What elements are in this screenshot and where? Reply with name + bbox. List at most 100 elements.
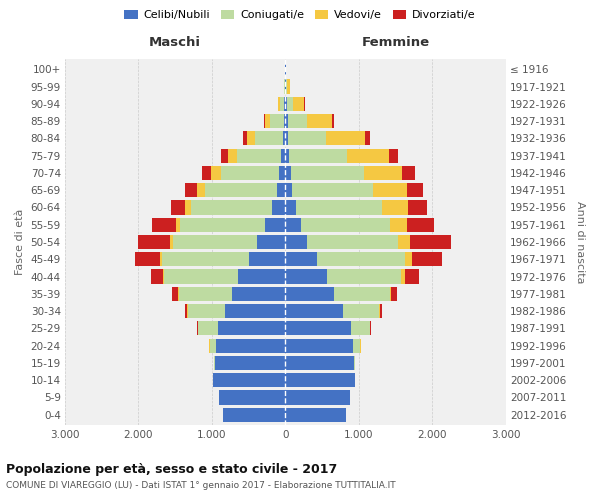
Bar xyxy=(280,166,286,180)
Bar xyxy=(286,270,326,283)
Text: Maschi: Maschi xyxy=(149,36,201,49)
Bar xyxy=(286,218,301,232)
Bar xyxy=(380,304,382,318)
Bar xyxy=(347,148,389,162)
Bar xyxy=(265,218,286,232)
Bar xyxy=(172,200,185,214)
Bar xyxy=(382,200,408,214)
Bar xyxy=(277,183,286,198)
Bar xyxy=(401,270,405,283)
Y-axis label: Fasce di età: Fasce di età xyxy=(15,209,25,275)
Bar xyxy=(389,218,407,232)
Bar xyxy=(286,252,317,266)
Bar xyxy=(185,183,197,198)
Bar xyxy=(263,114,265,128)
Bar xyxy=(286,80,287,94)
Bar xyxy=(152,218,176,232)
Bar xyxy=(181,218,265,232)
Bar xyxy=(185,304,187,318)
Bar xyxy=(223,408,286,422)
Bar xyxy=(410,235,451,249)
Bar xyxy=(373,183,407,198)
Bar xyxy=(407,183,423,198)
Bar xyxy=(287,96,293,111)
Bar xyxy=(225,304,286,318)
Bar xyxy=(286,408,346,422)
Bar xyxy=(289,148,347,162)
Bar xyxy=(162,252,248,266)
Y-axis label: Anni di nascita: Anni di nascita xyxy=(575,201,585,283)
Bar xyxy=(163,270,164,283)
Bar xyxy=(172,287,178,301)
Bar xyxy=(215,338,286,353)
Bar xyxy=(287,80,290,94)
Bar xyxy=(379,304,380,318)
Bar xyxy=(257,235,286,249)
Bar xyxy=(286,235,307,249)
Bar xyxy=(284,114,286,128)
Bar xyxy=(272,200,286,214)
Bar xyxy=(286,183,292,198)
Bar xyxy=(286,356,353,370)
Bar xyxy=(205,183,277,198)
Bar xyxy=(365,132,370,145)
Bar xyxy=(284,80,285,94)
Bar xyxy=(286,390,350,404)
Bar xyxy=(214,373,286,388)
Bar xyxy=(151,270,163,283)
Bar xyxy=(332,114,334,128)
Bar xyxy=(301,218,389,232)
Bar xyxy=(292,183,373,198)
Legend: Celibi/Nubili, Coniugati/e, Vedovi/e, Divorziati/e: Celibi/Nubili, Coniugati/e, Vedovi/e, Di… xyxy=(120,6,480,25)
Bar xyxy=(407,218,434,232)
Bar xyxy=(370,322,371,336)
Bar xyxy=(317,252,405,266)
Bar xyxy=(218,322,286,336)
Bar xyxy=(185,200,191,214)
Bar xyxy=(138,235,170,249)
Bar xyxy=(164,270,238,283)
Bar xyxy=(398,235,410,249)
Bar xyxy=(412,252,442,266)
Bar xyxy=(286,338,353,353)
Bar xyxy=(389,148,398,162)
Bar xyxy=(191,200,272,214)
Bar xyxy=(219,390,286,404)
Bar xyxy=(243,132,247,145)
Bar xyxy=(286,287,334,301)
Bar xyxy=(179,287,232,301)
Bar xyxy=(307,114,332,128)
Bar xyxy=(232,287,286,301)
Bar xyxy=(334,287,389,301)
Bar xyxy=(255,132,283,145)
Bar xyxy=(343,304,379,318)
Bar xyxy=(269,114,284,128)
Bar xyxy=(160,252,162,266)
Text: Popolazione per età, sesso e stato civile - 2017: Popolazione per età, sesso e stato civil… xyxy=(6,462,337,475)
Bar xyxy=(197,183,205,198)
Bar xyxy=(237,148,281,162)
Bar xyxy=(221,166,280,180)
Bar xyxy=(170,235,173,249)
Bar xyxy=(288,132,326,145)
Bar xyxy=(214,356,215,370)
Bar xyxy=(286,114,288,128)
Bar xyxy=(173,235,257,249)
Bar xyxy=(293,96,304,111)
Bar xyxy=(351,322,370,336)
Bar xyxy=(326,270,401,283)
Bar xyxy=(353,356,355,370)
Bar xyxy=(188,304,225,318)
Bar xyxy=(209,338,215,353)
Bar xyxy=(278,96,280,111)
Bar xyxy=(284,96,286,111)
Bar xyxy=(238,270,286,283)
Bar xyxy=(202,166,211,180)
Bar xyxy=(326,132,365,145)
Text: Femmine: Femmine xyxy=(361,36,430,49)
Bar xyxy=(280,96,284,111)
Bar xyxy=(286,166,290,180)
Bar xyxy=(248,252,286,266)
Bar xyxy=(353,338,360,353)
Text: COMUNE DI VIAREGGIO (LU) - Dati ISTAT 1° gennaio 2017 - Elaborazione TUTTITALIA.: COMUNE DI VIAREGGIO (LU) - Dati ISTAT 1°… xyxy=(6,481,395,490)
